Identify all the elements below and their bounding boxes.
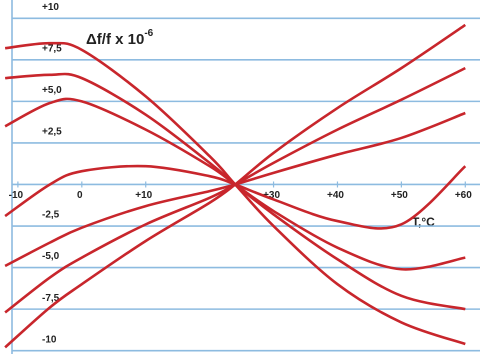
curve [4,111,466,268]
y-tick-label: -5,0 [42,251,60,262]
y-tick-label: +10 [42,2,59,13]
curve [4,41,466,346]
y-tick-label: +2,5 [42,127,62,138]
y-tick-label: -10 [42,334,57,345]
y-tick-label: -2,5 [42,210,60,221]
y-tick-label: -7,5 [42,293,60,304]
y-tick-label: +5,0 [42,85,62,96]
x-tick-label: +50 [391,190,408,201]
curve [4,23,467,349]
x-tick-label: +60 [455,190,472,201]
title-text: Δf/f x 10 [86,31,144,48]
chart-title: Δf/f x 10-6 [86,28,154,48]
curve [4,164,467,230]
x-axis-label: T,°C [412,215,435,229]
x-tick-label: 0 [77,190,83,201]
x-tick-label: -10 [9,190,24,201]
y-tick-label: +7,5 [42,43,62,54]
x-tick-label: +30 [263,190,280,201]
curve [4,66,466,314]
title-exponent: -6 [144,28,153,39]
x-tick-label: +10 [135,190,152,201]
curve [4,97,466,271]
x-tick-label: +40 [327,190,344,201]
